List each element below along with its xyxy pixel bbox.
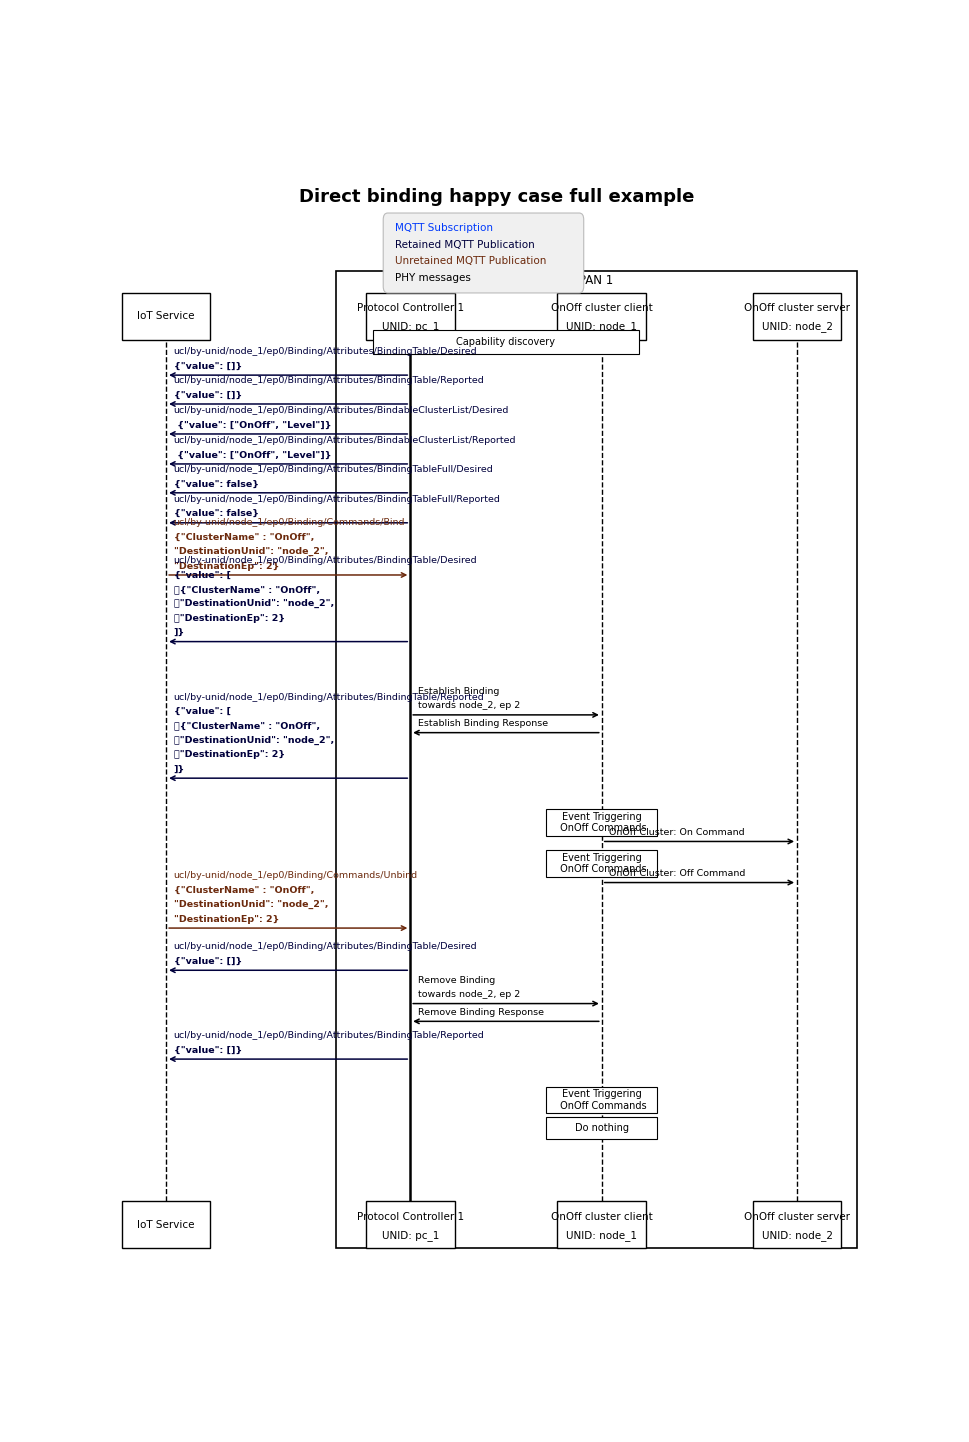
Text: "DestinationUnid": "node_2",: "DestinationUnid": "node_2", xyxy=(173,735,334,746)
Text: Protocol Controller 1: Protocol Controller 1 xyxy=(357,303,464,313)
Text: UNID: node_2: UNID: node_2 xyxy=(762,1230,832,1240)
Text: Event Triggering
 OnOff Commands: Event Triggering OnOff Commands xyxy=(557,852,646,874)
Text: towards node_2, ep 2: towards node_2, ep 2 xyxy=(418,701,520,711)
Text: Protocol Controller 1: Protocol Controller 1 xyxy=(357,1211,464,1221)
Text: "DestinationUnid": "node_2",: "DestinationUnid": "node_2", xyxy=(173,900,328,910)
Text: OnOff Cluster: On Command: OnOff Cluster: On Command xyxy=(610,828,745,836)
Text: OnOff cluster server: OnOff cluster server xyxy=(744,1211,850,1221)
Bar xyxy=(366,293,454,339)
Text: {"value": [: {"value": [ xyxy=(173,707,231,717)
Bar xyxy=(547,809,657,836)
Bar xyxy=(366,1201,454,1247)
Bar xyxy=(547,851,657,877)
Text: ucl/by-unid/node_1/ep0/Binding/Attributes/BindingTable/Reported: ucl/by-unid/node_1/ep0/Binding/Attribute… xyxy=(173,692,484,702)
Text: ucl/by-unid/node_1/ep0/Binding/Commands/Unbind: ucl/by-unid/node_1/ep0/Binding/Commands/… xyxy=(173,871,418,880)
Text: {"ClusterName" : "OnOff",: {"ClusterName" : "OnOff", xyxy=(173,585,320,594)
Bar xyxy=(547,1087,657,1113)
Text: Direct binding happy case full example: Direct binding happy case full example xyxy=(298,189,695,206)
Bar xyxy=(753,1201,841,1247)
Text: ucl/by-unid/node_1/ep0/Binding/Attributes/BindingTable/Desired: ucl/by-unid/node_1/ep0/Binding/Attribute… xyxy=(173,943,478,952)
Text: {"ClusterName" : "OnOff",: {"ClusterName" : "OnOff", xyxy=(173,885,314,894)
Text: UNID: node_1: UNID: node_1 xyxy=(566,322,638,333)
Text: UNID: pc_1: UNID: pc_1 xyxy=(382,322,439,333)
Text: OnOff cluster client: OnOff cluster client xyxy=(550,303,653,313)
Text: Event Triggering
 OnOff Commands: Event Triggering OnOff Commands xyxy=(557,812,646,833)
Text: towards node_2, ep 2: towards node_2, ep 2 xyxy=(418,991,520,999)
Text: Remove Binding Response: Remove Binding Response xyxy=(418,1008,544,1017)
Text: Capability discovery: Capability discovery xyxy=(456,337,555,348)
Text: ucl/by-unid/node_1/ep0/Binding/Attributes/BindableClusterList/Desired: ucl/by-unid/node_1/ep0/Binding/Attribute… xyxy=(173,407,509,415)
Text: {"value": false}: {"value": false} xyxy=(173,479,259,489)
Text: "DestinationUnid": "node_2",: "DestinationUnid": "node_2", xyxy=(173,547,328,557)
Text: {"ClusterName" : "OnOff",: {"ClusterName" : "OnOff", xyxy=(173,721,320,731)
Bar xyxy=(557,293,646,339)
Text: OnOff cluster server: OnOff cluster server xyxy=(744,303,850,313)
Bar xyxy=(122,293,210,339)
Text: UNID: node_1: UNID: node_1 xyxy=(566,1230,638,1240)
Text: Unretained MQTT Publication: Unretained MQTT Publication xyxy=(395,257,547,267)
Text: Remove Binding: Remove Binding xyxy=(418,976,495,985)
Bar xyxy=(122,1201,210,1247)
Text: ucl/by-unid/node_1/ep0/Binding/Attributes/BindingTable/Reported: ucl/by-unid/node_1/ep0/Binding/Attribute… xyxy=(173,1031,484,1040)
Text: PHY messages: PHY messages xyxy=(395,273,471,283)
Text: "DestinationEp": 2}: "DestinationEp": 2} xyxy=(173,750,285,760)
Text: Establish Binding Response: Establish Binding Response xyxy=(418,720,547,728)
Text: {"ClusterName" : "OnOff",: {"ClusterName" : "OnOff", xyxy=(173,532,314,542)
Text: ucl/by-unid/node_1/ep0/Binding/Attributes/BindingTable/Reported: ucl/by-unid/node_1/ep0/Binding/Attribute… xyxy=(173,376,484,385)
Text: "DestinationEp": 2}: "DestinationEp": 2} xyxy=(173,914,279,924)
Text: ucl/by-unid/node_1/ep0/Binding/Attributes/BindingTableFull/Reported: ucl/by-unid/node_1/ep0/Binding/Attribute… xyxy=(173,495,501,503)
Bar xyxy=(557,1201,646,1247)
Text: ucl/by-unid/node_1/ep0/Binding/Attributes/BindableClusterList/Reported: ucl/by-unid/node_1/ep0/Binding/Attribute… xyxy=(173,435,516,446)
Text: Event Triggering
 OnOff Commands: Event Triggering OnOff Commands xyxy=(557,1089,646,1110)
Text: Retained MQTT Publication: Retained MQTT Publication xyxy=(395,239,535,249)
Text: {"value": ["OnOff", "Level"]}: {"value": ["OnOff", "Level"]} xyxy=(173,421,331,430)
Bar xyxy=(336,271,857,1247)
Text: {"value": []}: {"value": []} xyxy=(173,391,242,399)
Text: ]}: ]} xyxy=(173,629,185,637)
Text: {"value": []}: {"value": []} xyxy=(173,957,242,966)
Text: ]}: ]} xyxy=(173,764,185,774)
Text: "DestinationEp": 2}: "DestinationEp": 2} xyxy=(173,561,279,571)
Text: UNID: node_2: UNID: node_2 xyxy=(762,322,832,333)
Bar xyxy=(373,330,640,355)
Text: MQTT Subscription: MQTT Subscription xyxy=(395,224,493,234)
Text: PAN 1: PAN 1 xyxy=(579,274,613,287)
Text: {"value": []}: {"value": []} xyxy=(173,362,242,371)
Text: "DestinationUnid": "node_2",: "DestinationUnid": "node_2", xyxy=(173,600,334,609)
Text: OnOff Cluster: Off Command: OnOff Cluster: Off Command xyxy=(610,870,745,878)
Text: ucl/by-unid/node_1/ep0/Binding/Attributes/BindingTableFull/Desired: ucl/by-unid/node_1/ep0/Binding/Attribute… xyxy=(173,464,493,474)
Text: Do nothing: Do nothing xyxy=(575,1123,629,1133)
Text: {"value": ["OnOff", "Level"]}: {"value": ["OnOff", "Level"]} xyxy=(173,450,331,460)
Bar xyxy=(753,293,841,339)
Text: ucl/by-unid/node_1/ep0/Binding/Commands/Bind: ucl/by-unid/node_1/ep0/Binding/Commands/… xyxy=(173,518,405,528)
FancyBboxPatch shape xyxy=(383,213,583,293)
Text: {"value": false}: {"value": false} xyxy=(173,509,259,518)
Text: IoT Service: IoT Service xyxy=(138,1220,195,1230)
Text: {"value": [: {"value": [ xyxy=(173,571,231,580)
Text: UNID: pc_1: UNID: pc_1 xyxy=(382,1230,439,1240)
Bar xyxy=(547,1116,657,1139)
Text: IoT Service: IoT Service xyxy=(138,311,195,322)
Text: {"value": []}: {"value": []} xyxy=(173,1045,242,1054)
Text: ucl/by-unid/node_1/ep0/Binding/Attributes/BindingTable/Desired: ucl/by-unid/node_1/ep0/Binding/Attribute… xyxy=(173,557,478,565)
Text: OnOff cluster client: OnOff cluster client xyxy=(550,1211,653,1221)
Text: Establish Binding: Establish Binding xyxy=(418,686,499,696)
Text: ucl/by-unid/node_1/ep0/Binding/Attributes/BindingTable/Desired: ucl/by-unid/node_1/ep0/Binding/Attribute… xyxy=(173,348,478,356)
Text: "DestinationEp": 2}: "DestinationEp": 2} xyxy=(173,614,285,623)
